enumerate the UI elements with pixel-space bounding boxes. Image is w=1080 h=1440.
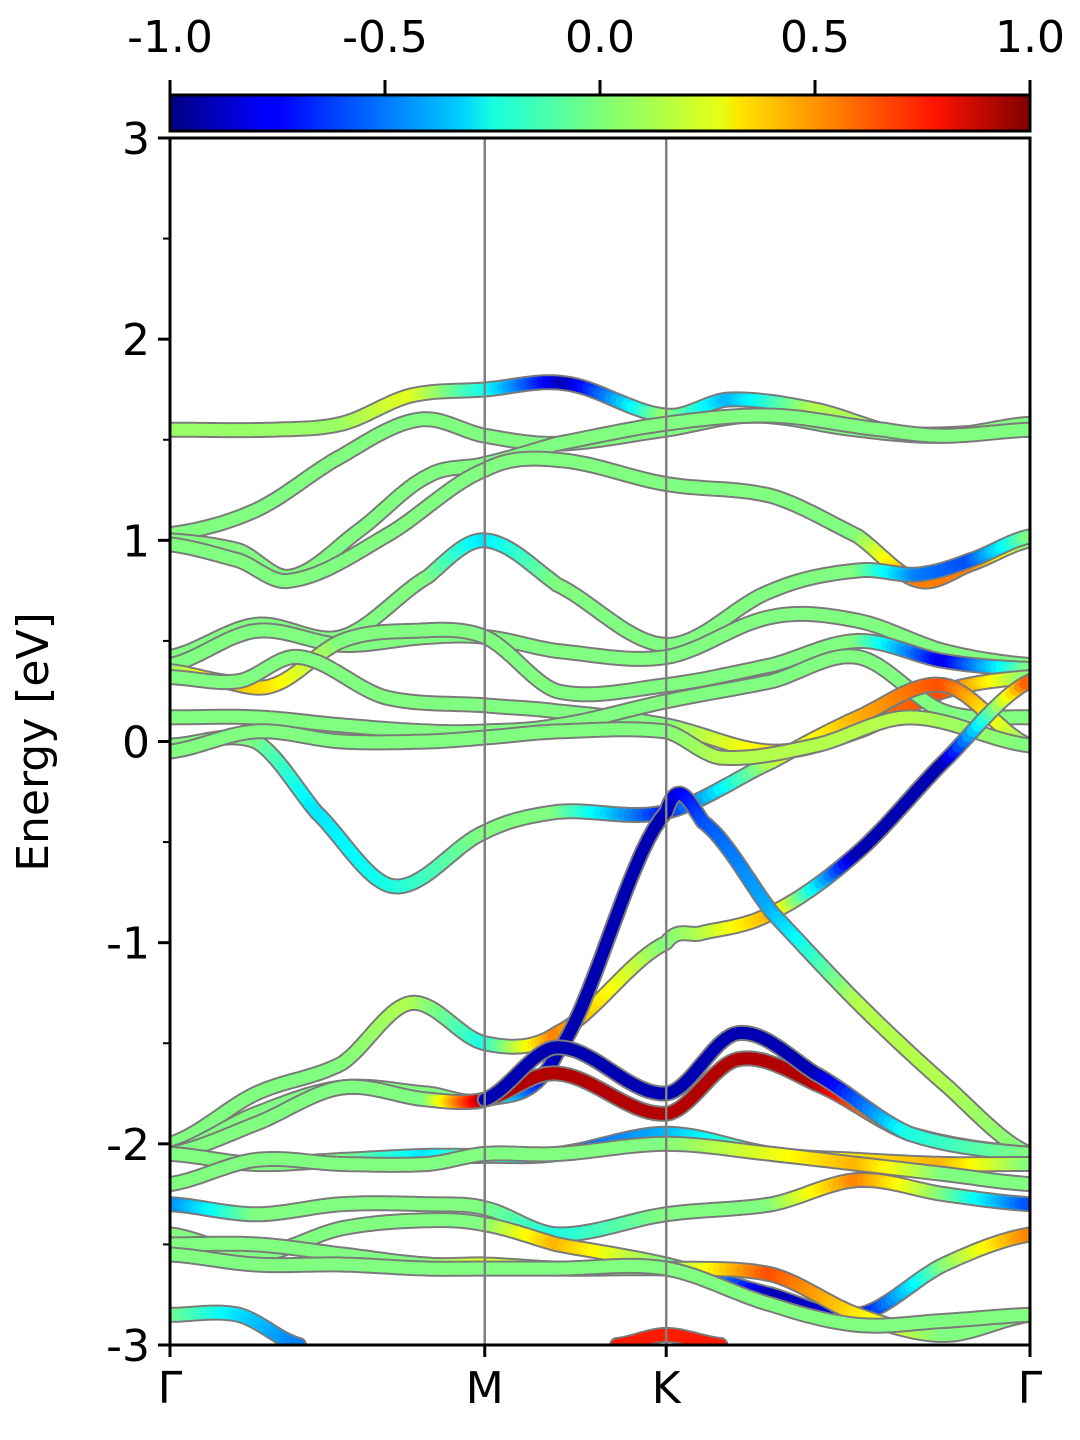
y-tick-label: -2 <box>106 1120 150 1171</box>
band-18 <box>170 1171 1030 1243</box>
colorbar-tick-label: 1.0 <box>995 12 1065 63</box>
y-tick-label: 2 <box>122 315 150 366</box>
band-23 <box>609 1326 729 1345</box>
band-11 <box>170 709 1030 766</box>
band-22 <box>170 1304 307 1345</box>
y-axis-ticks: -3 -2 -1 0 1 2 3 <box>106 114 170 1372</box>
band-15 <box>476 1024 1030 1162</box>
kpoint-label: Γ <box>1018 1363 1043 1414</box>
colorbar-ticks: -1.0 -0.5 0.0 0.5 1.0 <box>127 12 1065 95</box>
colorbar-tick-label: 0.0 <box>565 12 635 63</box>
k-point-dividers <box>483 138 668 1345</box>
kpoint-label: Γ <box>158 1363 183 1414</box>
y-axis-label: Energy [eV] <box>8 612 59 872</box>
bands <box>170 374 1030 1345</box>
colorbar-tick-label: -1.0 <box>127 12 213 63</box>
band-10 <box>170 676 1030 895</box>
band-3 <box>170 407 1030 585</box>
y-tick-label: 0 <box>122 718 150 769</box>
colorbar: -1.0 -0.5 0.0 0.5 1.0 <box>127 12 1065 133</box>
band-21 <box>170 1246 1030 1334</box>
y-tick-label: -3 <box>106 1321 150 1372</box>
y-tick-label: 1 <box>122 516 150 567</box>
colorbar-tick-label: -0.5 <box>342 12 428 63</box>
band-7 <box>170 621 1030 703</box>
kpoint-label: K <box>652 1363 682 1414</box>
band-17 <box>170 1135 1030 1193</box>
y-tick-label: 3 <box>122 114 150 165</box>
colorbar-gradient <box>168 93 1032 133</box>
colorbar-tick-label: 0.5 <box>780 12 850 63</box>
y-tick-label: -1 <box>106 919 150 970</box>
band-12 <box>170 673 1030 1152</box>
kpoint-label: M <box>466 1363 504 1414</box>
